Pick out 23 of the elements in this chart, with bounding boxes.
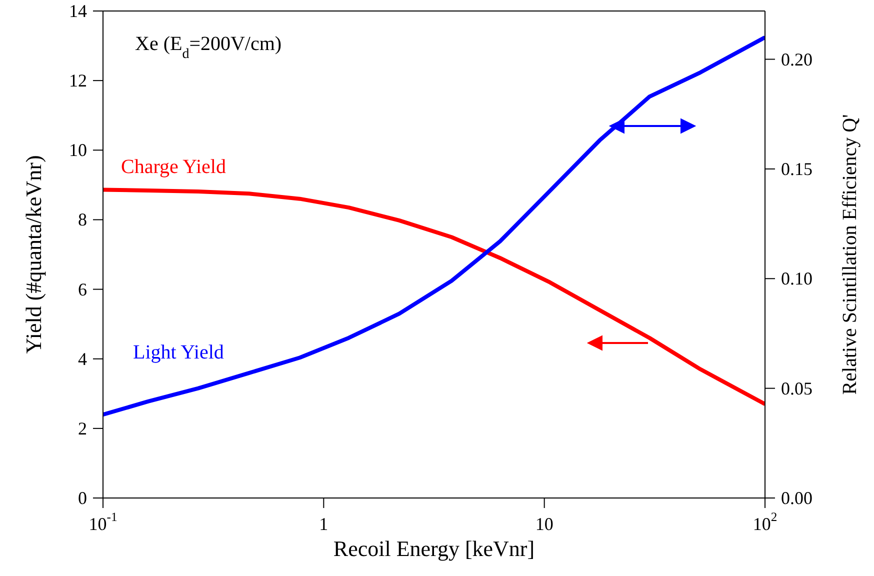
series-label: Light Yield — [133, 342, 224, 364]
y-tick-label: 8 — [78, 210, 87, 230]
y-tick-label: 0 — [78, 488, 87, 508]
y2-tick-label: 0.05 — [781, 378, 812, 398]
x-tick-label: 10 — [535, 514, 554, 534]
y-tick-label: 6 — [78, 279, 87, 300]
y-tick-label: 10 — [69, 140, 87, 160]
y2-axis-title: Relative Scintillation Efficiency Q' — [839, 114, 862, 395]
y2-tick-label: 0.00 — [781, 488, 812, 508]
x-tick-label: 10$^{-1}$ — [88, 510, 118, 534]
y2-tick-label: 0.20 — [781, 49, 812, 70]
series-label: Charge Yield — [121, 156, 226, 178]
y2-tick-label: 0.15 — [781, 158, 812, 179]
y-axis-title: Yield (#quanta/keVnr) — [20, 155, 46, 354]
y-tick-label: 2 — [78, 418, 87, 438]
x-tick-label: 10$^{2}$ — [752, 510, 778, 534]
y-tick-label: 4 — [78, 348, 87, 369]
y-tick-label: 14 — [69, 1, 87, 21]
y2-tick-label: 0.10 — [781, 268, 812, 289]
x-tick-label: 1 — [319, 514, 328, 534]
annotation: Xe (E$_{d}$=200V/cm) — [135, 33, 282, 62]
x-axis-title: Recoil Energy [keVnr] — [333, 536, 535, 561]
y-tick-label: 12 — [69, 70, 87, 91]
